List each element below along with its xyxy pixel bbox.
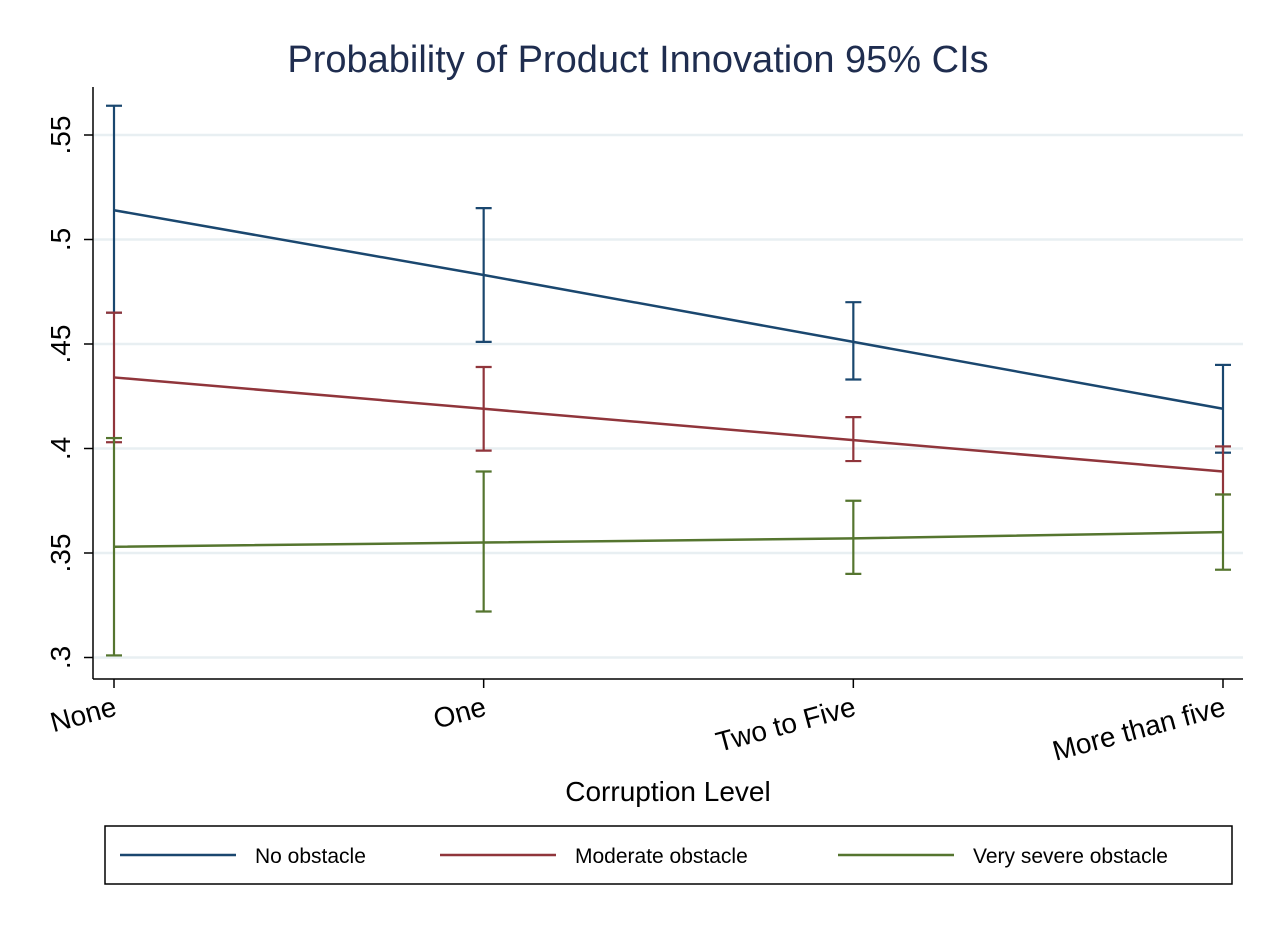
ci-whisker [106,104,122,314]
legend: No obstacle Moderate obstacle Very severe … [120,845,1168,868]
x-tick-label: None [47,691,120,738]
series-line [113,209,1224,411]
series-line [113,530,1224,548]
y-tick-label: .55 [45,116,76,155]
legend-item: No obstacle [120,845,366,868]
x-tick-label: Two to Five [713,691,859,758]
x-ticks: None One Two to Five More than five [47,679,1229,767]
legend-item: Moderate obstacle [440,845,748,868]
legend-item: Very severe obstacle [838,845,1168,868]
series-1 [106,104,1231,454]
grid [94,133,1243,659]
series-group [106,104,1231,657]
legend-label: Very severe obstacle [973,845,1168,868]
legend-label: Moderate obstacle [575,845,748,868]
y-ticks: .3 .35 .4 .45 .5 .55 [45,116,93,669]
y-tick-label: .35 [45,534,76,573]
legend-label: No obstacle [255,845,366,868]
series-3 [106,436,1231,657]
series-line [113,376,1224,473]
x-axis-title: Corruption Level [565,776,770,807]
y-tick-label: .3 [45,646,76,669]
x-tick-label: More than five [1049,691,1228,767]
y-tick-label: .5 [45,228,76,251]
legend-box [104,825,1233,885]
y-tick-label: .4 [45,437,76,460]
chart-title: Probability of Product Innovation 95% CI… [287,39,988,81]
x-tick-label: One [430,691,489,735]
y-tick-label: .45 [45,325,76,364]
series-2 [106,311,1231,496]
